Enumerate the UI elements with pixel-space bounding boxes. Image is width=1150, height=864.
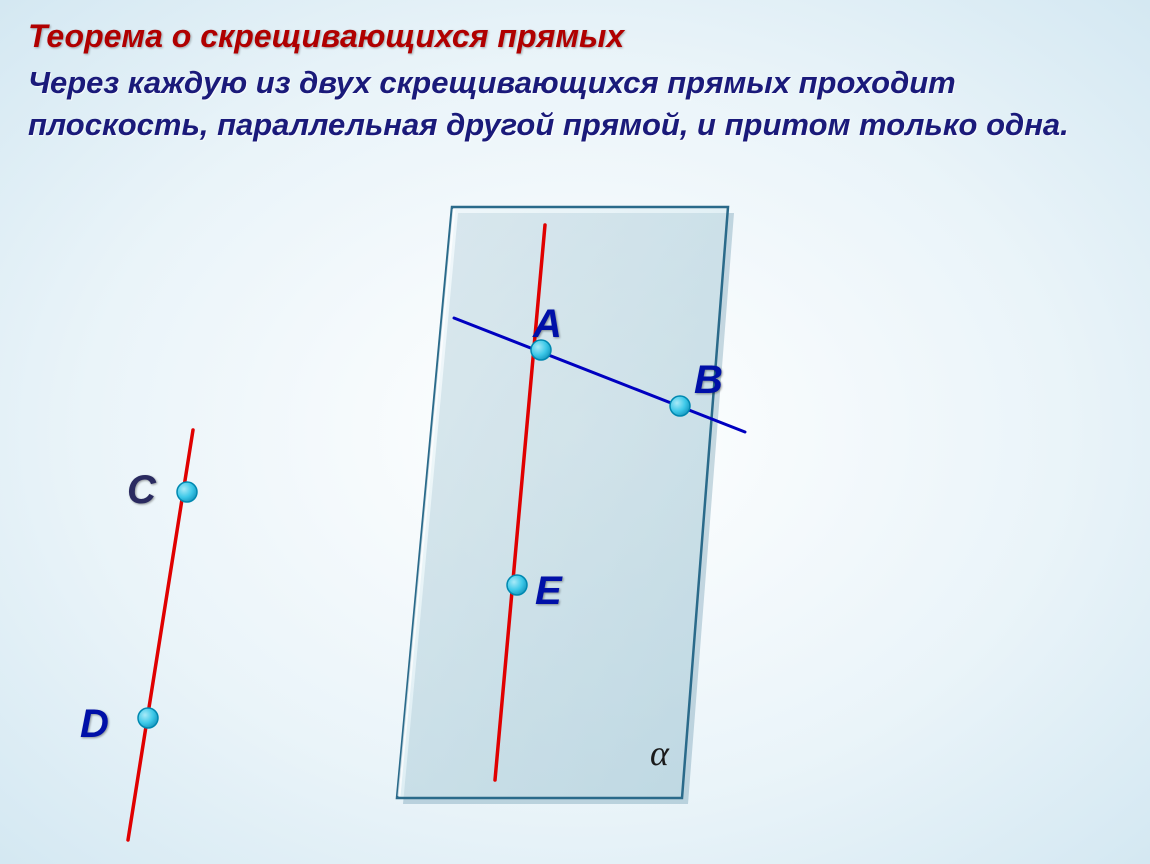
point-B xyxy=(670,396,690,416)
label-E: E xyxy=(535,569,562,614)
label-C: C xyxy=(127,468,156,513)
point-C xyxy=(177,482,197,502)
label-B: B xyxy=(694,358,723,403)
point-D xyxy=(138,708,158,728)
point-E xyxy=(507,575,527,595)
plane-label: α xyxy=(650,733,670,773)
label-A: A xyxy=(533,302,562,347)
label-D: D xyxy=(80,702,109,747)
geometry-diagram: α xyxy=(0,0,1150,864)
